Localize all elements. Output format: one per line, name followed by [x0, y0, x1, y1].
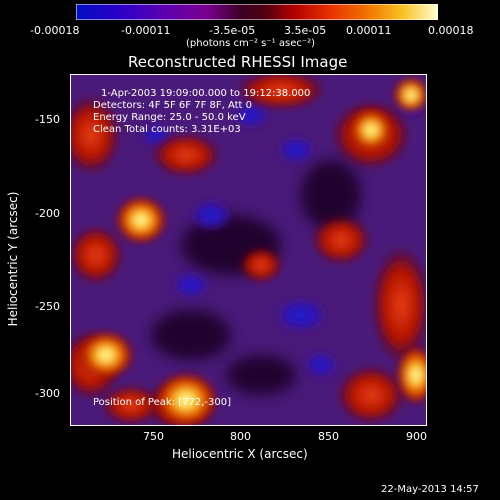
x-tick-800: 800: [230, 430, 251, 443]
y-tick--300: -300: [35, 387, 60, 400]
colorbar-units-label: (photons cm⁻² s⁻¹ asec⁻²): [186, 38, 316, 49]
colorbar-tick-1: -0.00011: [121, 24, 171, 37]
info-detectors: Detectors: 4F 5F 6F 7F 8F, Att 0: [93, 100, 253, 111]
x-tick-900: 900: [406, 430, 427, 443]
rhessi-image: 1-Apr-2003 19:09:00.000 to 19:12:38.000 …: [61, 70, 436, 430]
y-tick--250: -250: [35, 300, 60, 313]
info-energy-range: Energy Range: 25.0 - 50.0 keV: [93, 112, 246, 123]
y-tick--200: -200: [35, 207, 60, 220]
colorbar-tick-4: 0.00011: [346, 24, 392, 37]
colorbar-tick-0: -0.00018: [30, 24, 80, 37]
plot-title: Reconstructed RHESSI Image: [128, 53, 348, 71]
y-tick--150: -150: [35, 113, 60, 126]
colorbar: [75, 3, 439, 21]
y-axis-label: Heliocentric Y (arcsec): [6, 191, 20, 327]
colorbar-tick-2: -3.5e-05: [209, 24, 256, 37]
info-time-range: 1-Apr-2003 19:09:00.000 to 19:12:38.000: [101, 88, 311, 99]
colorbar-gradient: [75, 3, 439, 21]
x-axis-label: Heliocentric X (arcsec): [172, 447, 308, 461]
colorbar-tick-5: 0.00018: [428, 24, 474, 37]
info-clean-counts: Clean Total counts: 3.31E+03: [93, 124, 241, 135]
rhessi-heatmap: [61, 70, 436, 430]
info-peak-position: Position of Peak: [772,-300]: [93, 397, 231, 408]
colorbar-tick-3: 3.5e-05: [284, 24, 327, 37]
footer-date: 22-May-2013 14:57: [381, 484, 479, 495]
x-tick-750: 750: [143, 430, 164, 443]
x-tick-850: 850: [318, 430, 339, 443]
